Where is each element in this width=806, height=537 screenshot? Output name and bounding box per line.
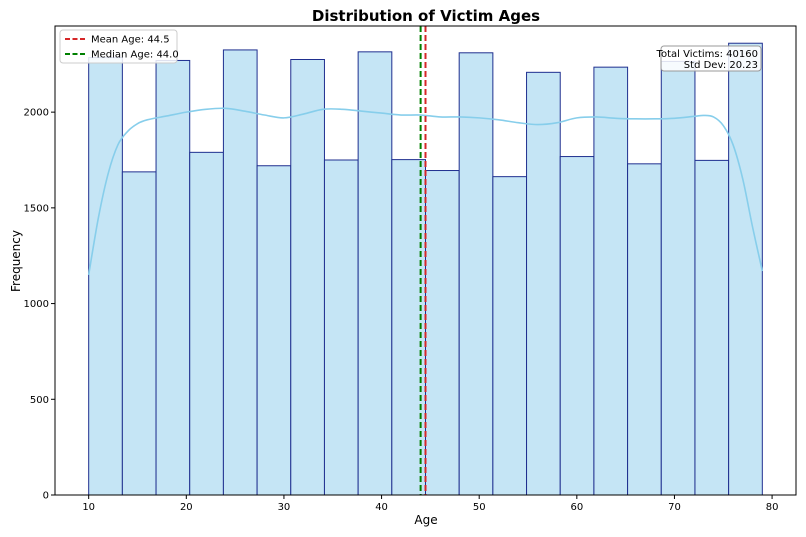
x-tick-label: 30 — [278, 502, 291, 513]
histogram-bar — [155, 59, 191, 496]
y-tick-label: 1500 — [24, 203, 49, 214]
histogram-bar — [627, 163, 662, 496]
legend-mean-label: Mean Age: 44.5 — [91, 35, 170, 46]
histogram-bar — [290, 59, 325, 496]
histogram-bar — [694, 159, 730, 496]
x-tick-label: 60 — [570, 502, 583, 513]
x-axis-ticks: 10 20 30 40 50 60 70 80 — [82, 495, 778, 513]
y-axis-ticks: 0 500 1000 1500 2000 — [24, 108, 55, 502]
histogram-bar — [357, 51, 393, 496]
histogram-bar — [660, 60, 696, 496]
x-tick-label: 80 — [766, 502, 779, 513]
y-tick-label: 1000 — [24, 299, 49, 310]
histogram-bar — [559, 156, 595, 496]
x-tick-label: 40 — [375, 502, 388, 513]
stats-total-victims: Total Victims: 40160 — [656, 49, 758, 60]
x-tick-label: 10 — [82, 502, 95, 513]
plot-area-frame — [54, 25, 797, 496]
histogram-bar — [425, 170, 460, 496]
y-tick-label: 2000 — [24, 108, 49, 119]
y-tick-label: 0 — [43, 491, 49, 502]
legend-box — [59, 29, 178, 64]
histogram-bar — [121, 171, 157, 496]
histogram-bar — [728, 42, 763, 496]
histogram-bar — [492, 176, 528, 496]
y-tick-label: 500 — [30, 395, 49, 406]
x-tick-label: 50 — [473, 502, 486, 513]
x-tick-label: 70 — [668, 502, 681, 513]
histogram-bars — [88, 42, 763, 496]
stats-std-dev: Std Dev: 20.23 — [684, 60, 758, 71]
x-axis-label: Age — [414, 513, 437, 527]
histogram-bar — [88, 57, 123, 496]
histogram-bar — [222, 49, 258, 496]
stats-box-frame — [660, 45, 762, 72]
x-tick-label: 20 — [180, 502, 193, 513]
stats-box: Total Victims: 40160 Std Dev: 20.23 — [656, 45, 762, 72]
kde-curve — [87, 107, 764, 275]
legend: Mean Age: 44.5 Median Age: 44.0 — [59, 29, 179, 64]
histogram-bar — [323, 159, 359, 496]
histogram-bar — [526, 71, 561, 496]
legend-median-label: Median Age: 44.0 — [91, 50, 179, 61]
chart-title: Distribution of Victim Ages — [312, 7, 540, 25]
y-axis-label: Frequency — [9, 230, 23, 292]
histogram-bar — [458, 52, 494, 496]
histogram-bar — [593, 66, 629, 496]
histogram-bar — [256, 165, 292, 496]
histogram-bar — [189, 151, 224, 496]
